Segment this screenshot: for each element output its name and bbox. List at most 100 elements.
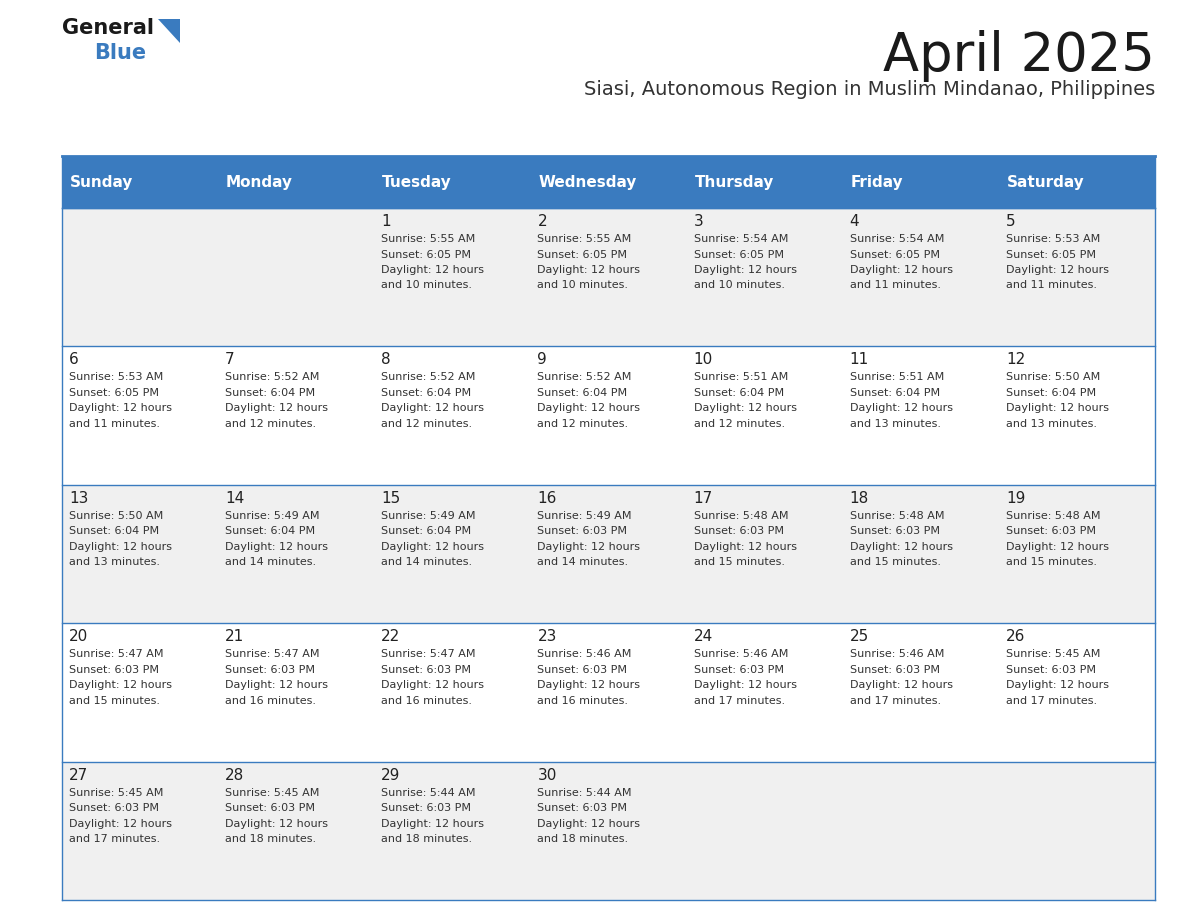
Text: Daylight: 12 hours: Daylight: 12 hours xyxy=(69,542,172,552)
Bar xyxy=(219,346,374,485)
Text: and 18 minutes.: and 18 minutes. xyxy=(226,834,316,844)
Bar xyxy=(842,623,999,762)
Text: 20: 20 xyxy=(69,629,88,644)
Text: Sunset: 6:03 PM: Sunset: 6:03 PM xyxy=(381,665,472,675)
Text: and 17 minutes.: and 17 minutes. xyxy=(694,696,785,706)
Bar xyxy=(530,623,687,762)
Text: Sunrise: 5:44 AM: Sunrise: 5:44 AM xyxy=(537,788,632,798)
Bar xyxy=(999,485,1155,623)
Polygon shape xyxy=(158,19,181,43)
Text: 5: 5 xyxy=(1006,214,1016,229)
Text: Sunrise: 5:46 AM: Sunrise: 5:46 AM xyxy=(537,649,632,659)
Text: and 14 minutes.: and 14 minutes. xyxy=(537,557,628,567)
Text: 25: 25 xyxy=(849,629,868,644)
Text: General: General xyxy=(62,18,154,38)
Text: Daylight: 12 hours: Daylight: 12 hours xyxy=(69,403,172,413)
Text: and 11 minutes.: and 11 minutes. xyxy=(1006,281,1097,290)
Text: Daylight: 12 hours: Daylight: 12 hours xyxy=(694,680,797,690)
Text: Sunset: 6:04 PM: Sunset: 6:04 PM xyxy=(69,526,159,536)
Text: Sunrise: 5:52 AM: Sunrise: 5:52 AM xyxy=(537,373,632,383)
Bar xyxy=(374,208,530,346)
Text: Sunrise: 5:48 AM: Sunrise: 5:48 AM xyxy=(849,510,944,521)
Text: Blue: Blue xyxy=(94,43,146,63)
Text: and 16 minutes.: and 16 minutes. xyxy=(537,696,628,706)
Bar xyxy=(687,623,842,762)
Text: 15: 15 xyxy=(381,491,400,506)
Text: and 17 minutes.: and 17 minutes. xyxy=(1006,696,1097,706)
Text: 27: 27 xyxy=(69,767,88,783)
Text: Daylight: 12 hours: Daylight: 12 hours xyxy=(849,403,953,413)
Bar xyxy=(999,762,1155,900)
Text: Sunset: 6:05 PM: Sunset: 6:05 PM xyxy=(1006,250,1095,260)
Text: and 16 minutes.: and 16 minutes. xyxy=(226,696,316,706)
Text: Sunset: 6:05 PM: Sunset: 6:05 PM xyxy=(381,250,472,260)
Bar xyxy=(219,485,374,623)
Text: Daylight: 12 hours: Daylight: 12 hours xyxy=(849,265,953,275)
Bar xyxy=(842,208,999,346)
Text: Sunset: 6:03 PM: Sunset: 6:03 PM xyxy=(694,665,784,675)
Text: Daylight: 12 hours: Daylight: 12 hours xyxy=(381,265,485,275)
Text: Tuesday: Tuesday xyxy=(383,174,451,189)
Text: and 14 minutes.: and 14 minutes. xyxy=(381,557,473,567)
Text: Daylight: 12 hours: Daylight: 12 hours xyxy=(69,680,172,690)
Text: Daylight: 12 hours: Daylight: 12 hours xyxy=(381,819,485,829)
Bar xyxy=(687,156,842,208)
Text: Daylight: 12 hours: Daylight: 12 hours xyxy=(226,542,328,552)
Text: Sunset: 6:03 PM: Sunset: 6:03 PM xyxy=(537,526,627,536)
Bar xyxy=(374,156,530,208)
Bar xyxy=(374,346,530,485)
Bar xyxy=(62,485,219,623)
Bar xyxy=(219,623,374,762)
Text: and 12 minutes.: and 12 minutes. xyxy=(537,419,628,429)
Text: and 10 minutes.: and 10 minutes. xyxy=(694,281,784,290)
Bar xyxy=(219,762,374,900)
Text: and 15 minutes.: and 15 minutes. xyxy=(1006,557,1097,567)
Text: Sunset: 6:05 PM: Sunset: 6:05 PM xyxy=(849,250,940,260)
Text: 10: 10 xyxy=(694,353,713,367)
Text: Monday: Monday xyxy=(226,174,293,189)
Text: Sunrise: 5:53 AM: Sunrise: 5:53 AM xyxy=(69,373,163,383)
Text: Sunrise: 5:47 AM: Sunrise: 5:47 AM xyxy=(69,649,164,659)
Bar xyxy=(687,762,842,900)
Text: 17: 17 xyxy=(694,491,713,506)
Text: Sunset: 6:03 PM: Sunset: 6:03 PM xyxy=(1006,526,1095,536)
Text: Sunrise: 5:50 AM: Sunrise: 5:50 AM xyxy=(69,510,163,521)
Text: Sunrise: 5:45 AM: Sunrise: 5:45 AM xyxy=(69,788,164,798)
Bar xyxy=(842,156,999,208)
Text: Daylight: 12 hours: Daylight: 12 hours xyxy=(694,542,797,552)
Text: Sunrise: 5:46 AM: Sunrise: 5:46 AM xyxy=(849,649,944,659)
Text: 21: 21 xyxy=(226,629,245,644)
Text: Siasi, Autonomous Region in Muslim Mindanao, Philippines: Siasi, Autonomous Region in Muslim Minda… xyxy=(583,80,1155,99)
Bar xyxy=(687,346,842,485)
Bar xyxy=(842,346,999,485)
Text: 8: 8 xyxy=(381,353,391,367)
Bar xyxy=(530,208,687,346)
Text: Sunset: 6:03 PM: Sunset: 6:03 PM xyxy=(849,665,940,675)
Text: Sunset: 6:03 PM: Sunset: 6:03 PM xyxy=(694,526,784,536)
Text: 26: 26 xyxy=(1006,629,1025,644)
Text: Sunset: 6:03 PM: Sunset: 6:03 PM xyxy=(849,526,940,536)
Text: Thursday: Thursday xyxy=(694,174,773,189)
Text: Sunset: 6:04 PM: Sunset: 6:04 PM xyxy=(849,388,940,397)
Text: Daylight: 12 hours: Daylight: 12 hours xyxy=(537,265,640,275)
Text: 7: 7 xyxy=(226,353,235,367)
Bar xyxy=(374,623,530,762)
Text: Sunrise: 5:51 AM: Sunrise: 5:51 AM xyxy=(849,373,944,383)
Text: 30: 30 xyxy=(537,767,557,783)
Text: 9: 9 xyxy=(537,353,548,367)
Text: and 13 minutes.: and 13 minutes. xyxy=(69,557,160,567)
Text: and 12 minutes.: and 12 minutes. xyxy=(226,419,316,429)
Bar xyxy=(687,485,842,623)
Text: Sunrise: 5:48 AM: Sunrise: 5:48 AM xyxy=(1006,510,1100,521)
Text: Sunset: 6:04 PM: Sunset: 6:04 PM xyxy=(226,388,315,397)
Text: Sunrise: 5:51 AM: Sunrise: 5:51 AM xyxy=(694,373,788,383)
Text: Daylight: 12 hours: Daylight: 12 hours xyxy=(1006,265,1108,275)
Text: Sunrise: 5:53 AM: Sunrise: 5:53 AM xyxy=(1006,234,1100,244)
Text: Sunset: 6:03 PM: Sunset: 6:03 PM xyxy=(381,803,472,813)
Text: Daylight: 12 hours: Daylight: 12 hours xyxy=(1006,680,1108,690)
Text: and 17 minutes.: and 17 minutes. xyxy=(849,696,941,706)
Text: 12: 12 xyxy=(1006,353,1025,367)
Text: and 11 minutes.: and 11 minutes. xyxy=(69,419,160,429)
Text: Daylight: 12 hours: Daylight: 12 hours xyxy=(849,680,953,690)
Text: Daylight: 12 hours: Daylight: 12 hours xyxy=(694,265,797,275)
